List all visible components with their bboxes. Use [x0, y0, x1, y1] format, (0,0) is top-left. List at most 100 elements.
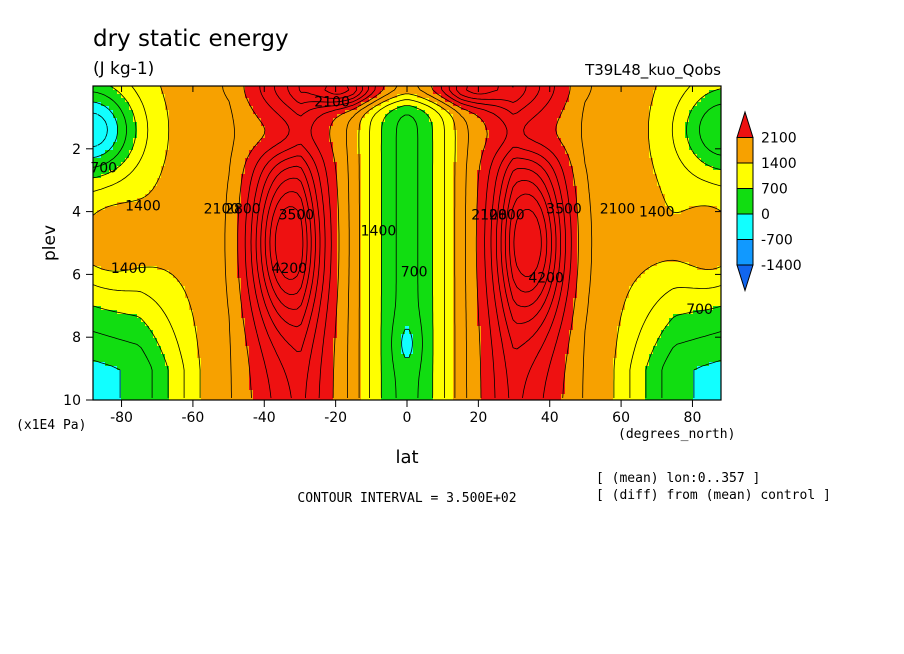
field-cell [389, 170, 394, 175]
field-cell [349, 94, 354, 99]
field-cell [517, 158, 522, 163]
field-cell [389, 202, 394, 207]
field-cell [533, 94, 538, 99]
field-cell [137, 154, 142, 159]
field-cell [693, 142, 698, 147]
field-cell [677, 146, 682, 151]
field-cell [557, 178, 562, 183]
field-cell [281, 170, 286, 175]
field-cell [173, 210, 178, 215]
field-cell [413, 90, 418, 95]
field-cell [633, 122, 638, 127]
field-cell [261, 114, 266, 119]
field-cell [469, 94, 474, 99]
field-cell [161, 142, 166, 147]
field-cell [245, 86, 250, 91]
field-cell [521, 102, 526, 107]
field-cell [569, 110, 574, 115]
field-cell [689, 106, 694, 111]
field-cell [121, 154, 126, 159]
field-cell [269, 190, 274, 195]
field-cell [373, 118, 378, 123]
field-cell [553, 166, 558, 171]
field-cell [145, 102, 150, 107]
field-cell [165, 94, 170, 99]
field-cell [577, 190, 582, 195]
field-cell [177, 86, 182, 91]
field-cell [605, 162, 610, 167]
field-cell [273, 174, 278, 179]
field-cell [589, 174, 594, 179]
field-cell [345, 118, 350, 123]
field-cell [649, 86, 654, 91]
field-cell [237, 186, 242, 191]
field-cell [481, 190, 486, 195]
field-cell [661, 202, 666, 207]
field-cell [585, 186, 590, 191]
field-cell [473, 130, 478, 135]
field-cell [465, 118, 470, 123]
field-cell [701, 170, 706, 175]
field-cell [173, 158, 178, 163]
field-cell [305, 130, 310, 135]
field-cell [413, 210, 418, 215]
field-cell [289, 166, 294, 171]
field-cell [337, 178, 342, 183]
field-cell [669, 162, 674, 167]
field-cell [261, 162, 266, 167]
field-cell [481, 122, 486, 127]
field-cell [177, 138, 182, 143]
field-cell [493, 114, 498, 119]
field-cell [393, 114, 398, 119]
field-cell [637, 154, 642, 159]
field-cell [565, 202, 570, 207]
field-cell [317, 182, 322, 187]
field-cell [633, 146, 638, 151]
field-cell [529, 86, 534, 91]
field-cell [153, 202, 158, 207]
field-cell [649, 130, 654, 135]
field-cell [597, 106, 602, 111]
field-cell [317, 210, 322, 215]
field-cell [437, 198, 442, 203]
field-cell [165, 134, 170, 139]
field-cell [157, 126, 162, 131]
field-cell [561, 134, 566, 139]
field-cell [297, 202, 302, 207]
field-cell [313, 198, 318, 203]
field-cell [305, 182, 310, 187]
field-cell [565, 138, 570, 143]
field-cell [189, 198, 194, 203]
field-cell [345, 114, 350, 119]
field-cell [281, 114, 286, 119]
field-cell [317, 198, 322, 203]
field-cell [257, 150, 262, 155]
field-cell [165, 210, 170, 215]
field-cell [669, 138, 674, 143]
field-cell [453, 210, 458, 215]
field-cell [257, 118, 262, 123]
field-cell [345, 186, 350, 191]
field-cell [341, 182, 346, 187]
field-cell [581, 158, 586, 163]
field-cell [285, 98, 290, 103]
field-cell [289, 202, 294, 207]
field-cell [689, 170, 694, 175]
field-cell [253, 102, 258, 107]
field-cell [177, 178, 182, 183]
field-cell [689, 198, 694, 203]
field-cell [257, 110, 262, 115]
field-cell [677, 134, 682, 139]
field-cell [501, 86, 506, 91]
field-cell [349, 134, 354, 139]
field-cell [189, 142, 194, 147]
field-cell [561, 114, 566, 119]
field-cell [481, 194, 486, 199]
field-cell [189, 86, 194, 91]
field-cell [589, 98, 594, 103]
field-cell [193, 150, 198, 155]
field-cell [521, 198, 526, 203]
field-cell [705, 202, 710, 207]
field-cell [477, 134, 482, 139]
field-cell [313, 146, 318, 151]
